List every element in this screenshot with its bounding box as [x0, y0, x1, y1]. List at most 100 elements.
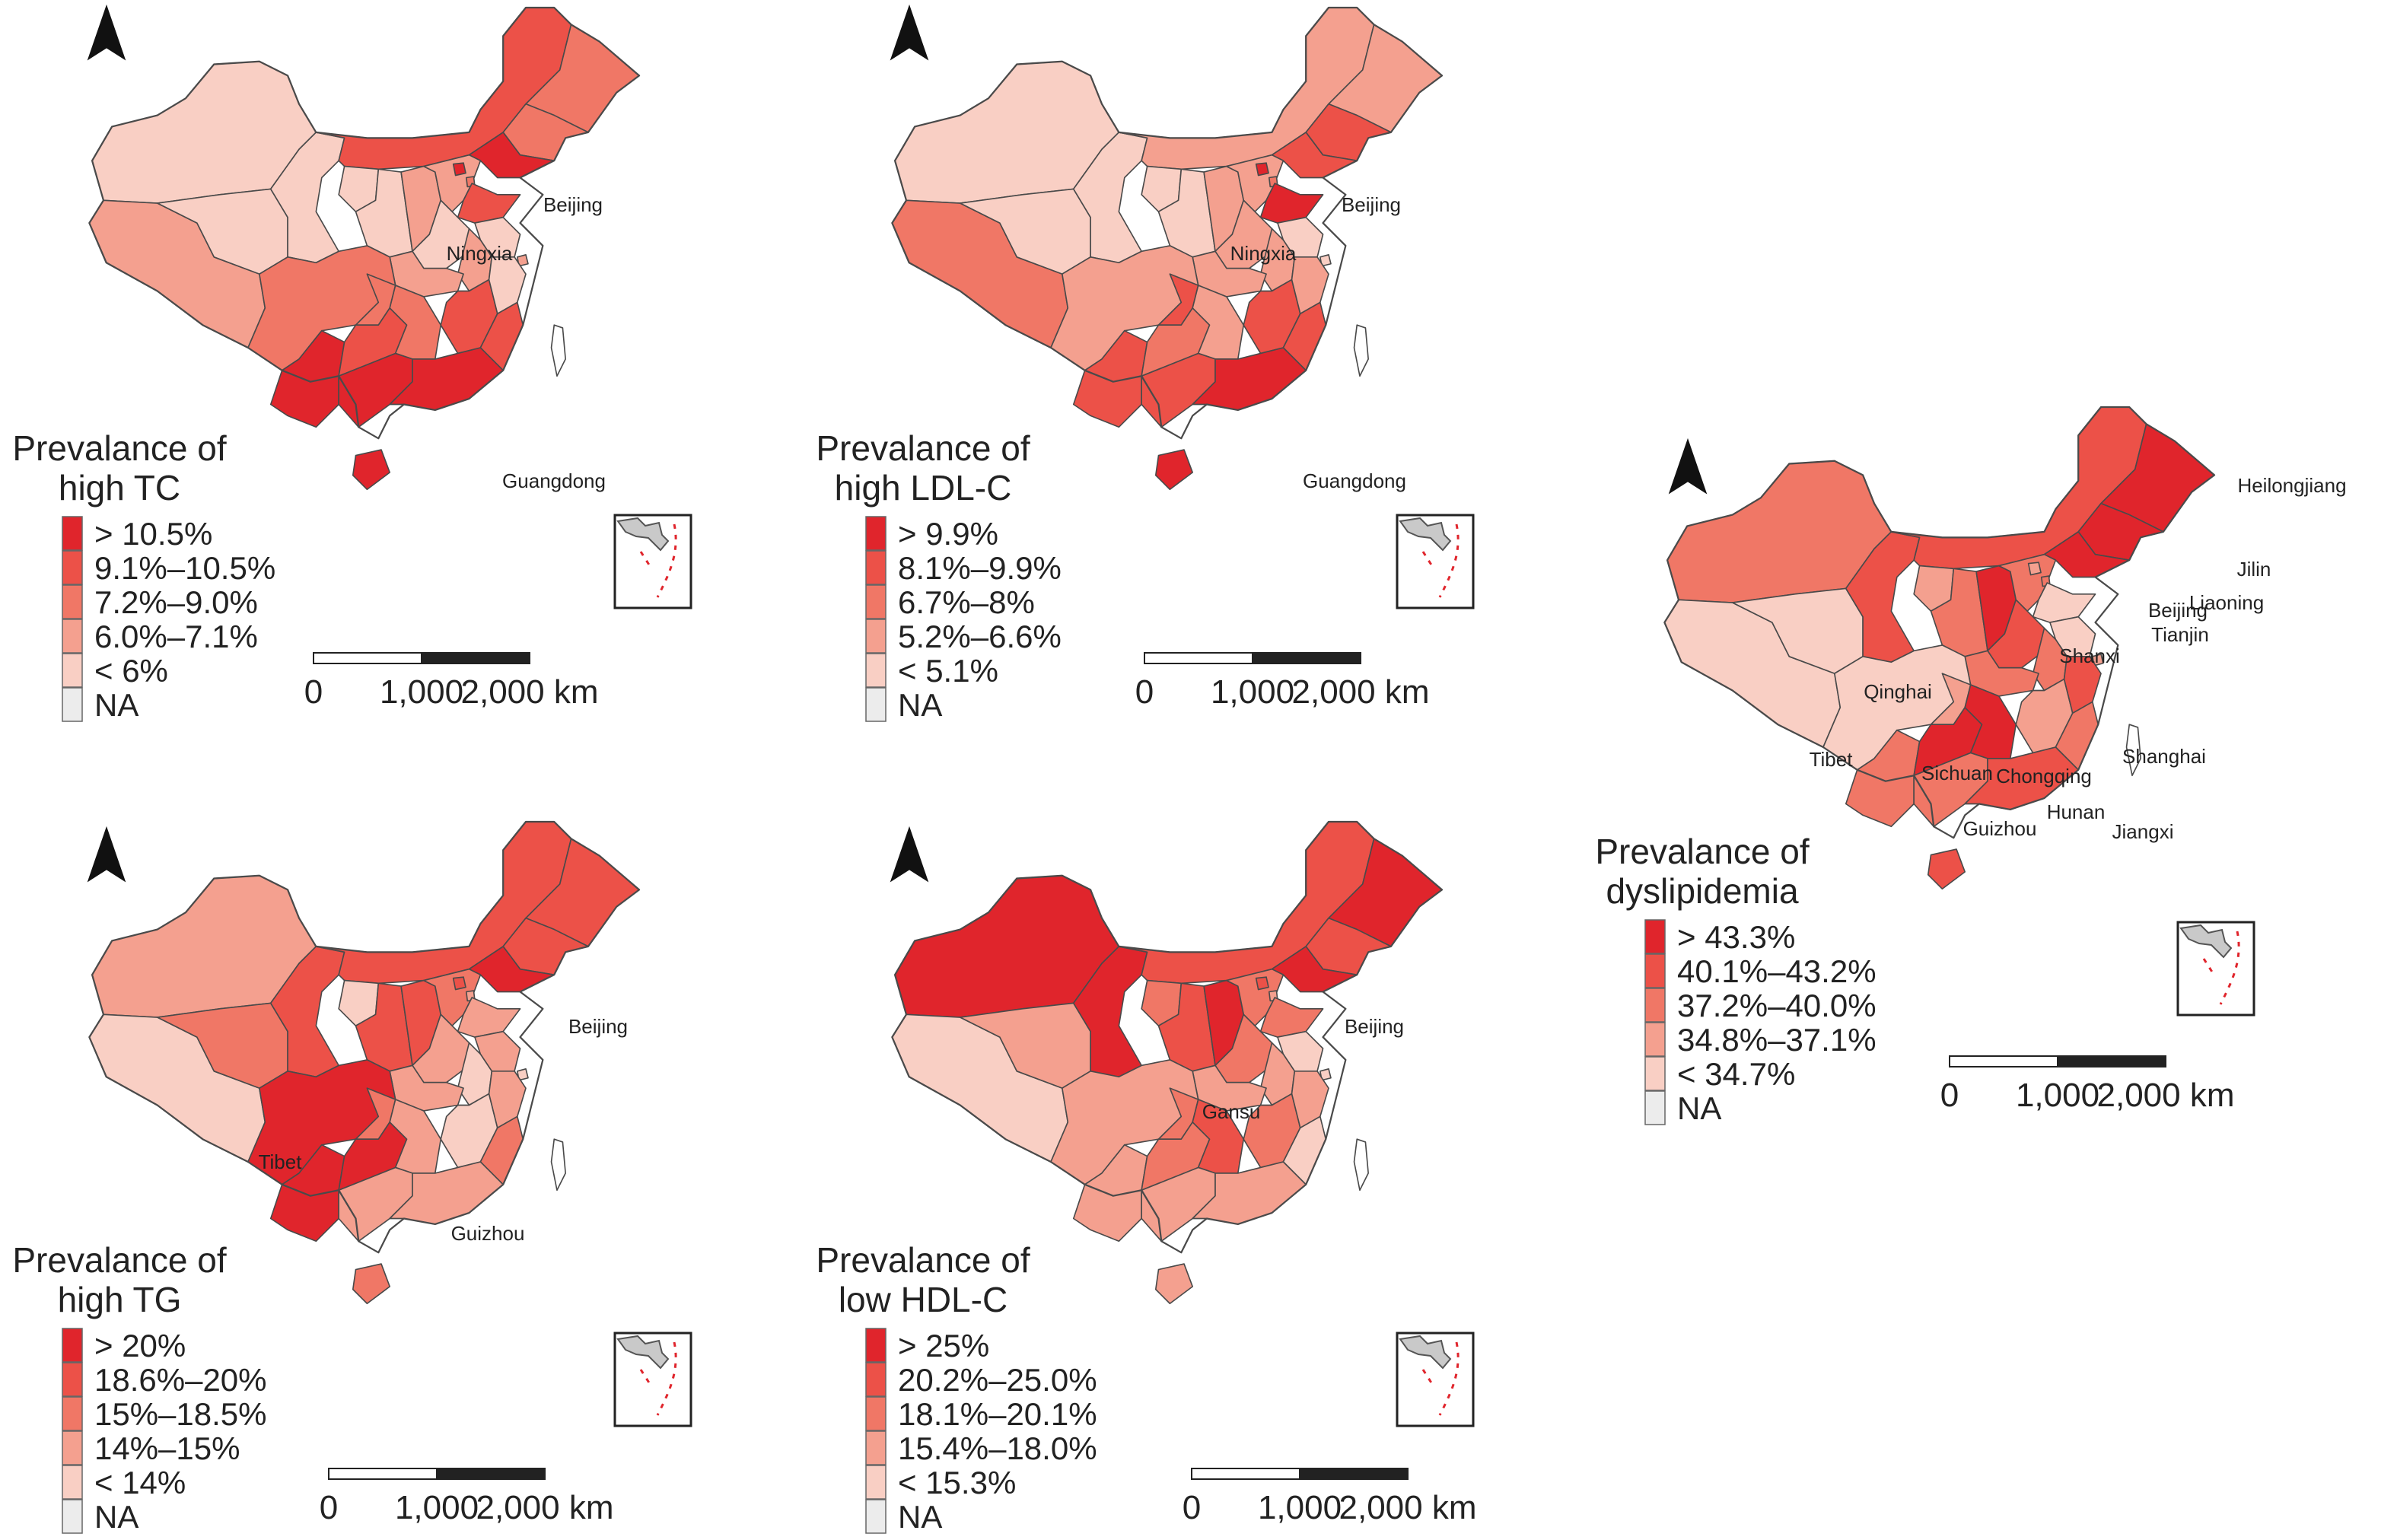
legend-label: 15.4%–18.0% — [898, 1430, 1097, 1466]
province-taiwan — [550, 1138, 566, 1192]
legend-label: 7.2%–9.0% — [94, 584, 258, 620]
legend-swatch — [62, 653, 83, 688]
legend-swatch — [62, 584, 83, 619]
china-map — [1663, 406, 2216, 890]
scale-label: 2,000 km — [461, 673, 599, 711]
province-label: Beijing — [2148, 599, 2208, 622]
legend-label: 15%–18.5% — [94, 1396, 267, 1432]
legend-title-line1: Prevalance of — [12, 428, 226, 468]
province-shandong — [457, 183, 521, 224]
legend-swatch — [1644, 953, 1666, 988]
province-taiwan — [550, 324, 566, 377]
scale-label: 0 — [1940, 1077, 1959, 1114]
legend-title-line2: dyslipidemia — [1606, 871, 1799, 911]
legend-swatch — [62, 516, 83, 551]
province-hainan — [352, 449, 391, 491]
province-gansu — [1845, 531, 1921, 663]
province-shandong — [1259, 183, 1324, 224]
province-label: Tibet — [1810, 748, 1854, 771]
province-label: Tibet — [259, 1150, 303, 1173]
panel-tc: Beijing Ningxia Guangdong Prevalance ofhigh… — [12, 4, 692, 723]
legend-title-line2: high TG — [58, 1280, 182, 1319]
legend-label: > 20% — [94, 1328, 186, 1363]
legend-title-line2: high LDL-C — [835, 468, 1012, 508]
legend-swatch — [62, 687, 83, 722]
legend-swatch — [865, 653, 887, 688]
scale-label: 0 — [1183, 1489, 1201, 1526]
legend-label: 34.8%–37.1% — [1677, 1022, 1877, 1058]
province-label: Tianjin — [2151, 623, 2209, 646]
province-label: Jiangxi — [2112, 820, 2174, 843]
province-label: Gansu — [1202, 1100, 1261, 1123]
province-hainan — [1154, 1263, 1194, 1305]
legend-label: 20.2%–25.0% — [898, 1362, 1097, 1398]
legend-swatch — [1644, 1022, 1666, 1057]
legend-swatch — [865, 1396, 887, 1431]
province-label: Ningxia — [1230, 242, 1297, 265]
scale-label: 1,000 — [395, 1489, 479, 1526]
legend-swatch — [62, 550, 83, 585]
legend-label: > 43.3% — [1677, 919, 1795, 955]
province-taiwan — [1353, 1138, 1369, 1192]
north-arrow-icon — [890, 4, 929, 61]
china-map — [891, 820, 1444, 1305]
scale-label: 0 — [304, 673, 323, 711]
south-china-sea-inset-icon — [613, 1332, 692, 1427]
province-gansu — [269, 946, 345, 1078]
legend-label: NA — [94, 687, 138, 723]
province-label: Guizhou — [1963, 817, 2037, 840]
legend-title-line2: low HDL-C — [839, 1280, 1008, 1319]
legend-label: < 14% — [94, 1465, 186, 1500]
legend-swatch — [865, 1499, 887, 1534]
legend-label: NA — [898, 1499, 942, 1535]
legend-label: > 9.9% — [898, 516, 998, 552]
legend-label: < 15.3% — [898, 1465, 1016, 1500]
china-map — [88, 6, 641, 491]
legend-swatch — [62, 1465, 83, 1500]
legend-label: NA — [1677, 1090, 1721, 1126]
legend-title-line1: Prevalance of — [12, 1240, 226, 1280]
province-label: Hunan — [2047, 800, 2106, 823]
legend-label: 40.1%–43.2% — [1677, 953, 1877, 989]
country-outline — [891, 820, 1444, 1254]
scale-label: 2,000 km — [2097, 1077, 2235, 1114]
north-arrow-icon — [890, 826, 929, 883]
north-arrow-icon — [1668, 438, 1708, 495]
south-china-sea-inset-icon — [1396, 1332, 1475, 1427]
province-label: Jilin — [2237, 558, 2271, 581]
province-taiwan — [2125, 724, 2141, 777]
legend-label: 18.6%–20% — [94, 1362, 267, 1398]
province-gansu — [1072, 132, 1148, 264]
legend-label: NA — [898, 687, 942, 723]
china-map — [88, 820, 641, 1305]
province-hainan — [352, 1263, 391, 1305]
scale-label: 0 — [1135, 673, 1154, 711]
province-beijing — [1255, 162, 1269, 177]
legend-swatch — [1644, 1056, 1666, 1091]
province-label: Guangdong — [502, 469, 606, 492]
legend-label: > 25% — [898, 1328, 989, 1363]
legend-swatch — [1644, 988, 1666, 1023]
country-outline — [1663, 406, 2216, 839]
panel-ldl: Beijing Ningxia Guangdong Prevalance ofhigh… — [816, 4, 1475, 723]
legend-swatch — [62, 1499, 83, 1534]
province-label: Guizhou — [451, 1222, 525, 1245]
province-beijing — [452, 976, 466, 991]
province-taiwan — [1353, 324, 1369, 377]
legend-swatch — [62, 1430, 83, 1465]
province-label: Qinghai — [1864, 680, 1932, 703]
legend-swatch — [865, 550, 887, 585]
province-gansu — [1072, 946, 1148, 1078]
province-label: Beijing — [543, 193, 603, 216]
south-china-sea-inset-icon — [613, 514, 692, 609]
province-label: Beijing — [1345, 1015, 1404, 1038]
